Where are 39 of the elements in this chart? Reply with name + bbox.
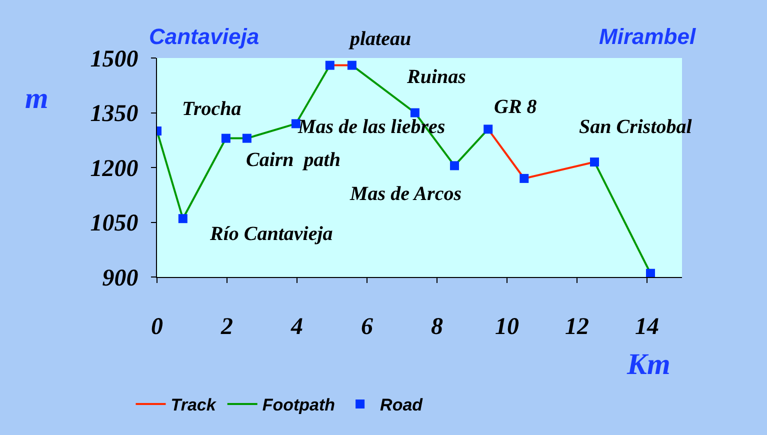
- annotation: Trocha: [182, 98, 242, 120]
- legend-label: Road: [380, 396, 424, 415]
- point: [450, 161, 459, 170]
- legend-label: Track: [170, 396, 218, 415]
- point: [520, 174, 529, 183]
- y-tick-label: 1500: [90, 46, 138, 72]
- x-tick-label: 10: [495, 314, 519, 340]
- point: [484, 124, 493, 134]
- y-axis-title: m: [25, 82, 48, 115]
- x-tick-label: 4: [290, 314, 303, 340]
- annotation: Mas de Arcos: [349, 183, 462, 205]
- y-tick-label: 1350: [90, 101, 138, 128]
- text: Mirambel: [599, 24, 696, 49]
- point: [347, 60, 356, 70]
- y-tick-label: 900: [102, 265, 138, 292]
- x-tick-label: 6: [361, 314, 373, 340]
- point: [242, 134, 252, 143]
- x-tick-label: 12: [565, 314, 589, 340]
- text: plateau: [348, 28, 412, 50]
- text: Cantavieja: [149, 24, 260, 49]
- point: [646, 268, 655, 277]
- point: [325, 60, 334, 70]
- annotation: GR 8: [494, 96, 537, 118]
- point: [590, 158, 599, 167]
- annotation: Ruinas: [406, 66, 466, 88]
- x-tick-label: 0: [151, 314, 163, 340]
- y-tick-label: 1050: [90, 210, 138, 237]
- x-tick-label: 8: [431, 314, 443, 340]
- point: [178, 214, 188, 224]
- x-tick-label: 14: [635, 314, 659, 340]
- legend-label: Footpath: [262, 396, 336, 415]
- y-tick-label: 1200: [90, 156, 138, 182]
- point: [221, 134, 230, 143]
- annotation: Cairn path: [246, 149, 340, 171]
- annotation: Río Cantavieja: [209, 223, 333, 245]
- x-tick-label: 2: [220, 314, 233, 340]
- x-axis-title: Km: [626, 348, 670, 381]
- annotation: San Cristobal: [579, 116, 692, 138]
- point: [410, 108, 420, 118]
